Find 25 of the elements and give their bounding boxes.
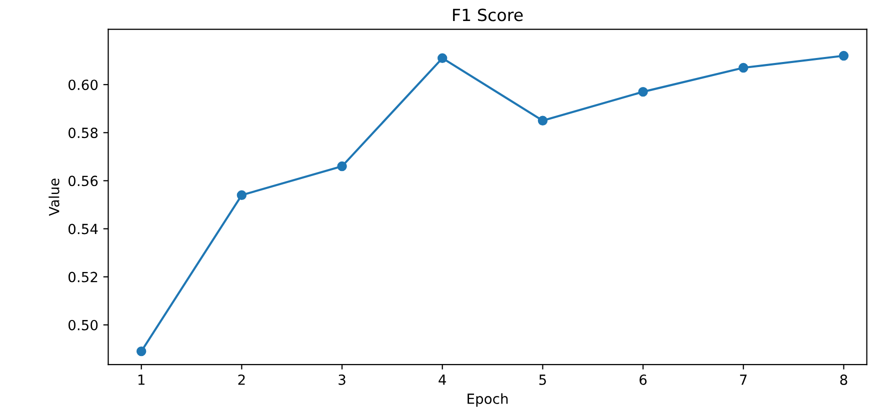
point xyxy=(438,53,448,64)
chart-title: F1 Score xyxy=(453,8,523,22)
x-tick-label: 2 xyxy=(238,374,245,385)
point xyxy=(838,50,849,61)
y-tick-label: 0.52 xyxy=(68,272,98,282)
y-tick-label: 0.50 xyxy=(68,320,98,330)
point xyxy=(136,346,146,356)
x-tick-label: 3 xyxy=(338,374,346,386)
point xyxy=(538,116,548,126)
x-tick-label: 4 xyxy=(438,374,446,385)
point xyxy=(738,62,748,73)
x-tick-label: 6 xyxy=(640,374,647,386)
x-tick-label: 7 xyxy=(740,374,747,385)
x-tick-label: 1 xyxy=(138,374,144,385)
point xyxy=(337,161,347,172)
x-axis-title: Epoch xyxy=(468,393,508,407)
y-tick-label: 0.60 xyxy=(68,80,98,90)
y-axis-title: Value xyxy=(48,178,60,216)
y-tick-label: 0.58 xyxy=(68,128,98,138)
x-tick-label: 5 xyxy=(539,374,546,386)
x-tick-label: 8 xyxy=(840,374,848,386)
y-tick-label: 0.56 xyxy=(68,176,98,186)
y-tick-label: 0.54 xyxy=(68,224,98,234)
point xyxy=(638,86,648,97)
point xyxy=(236,190,247,200)
